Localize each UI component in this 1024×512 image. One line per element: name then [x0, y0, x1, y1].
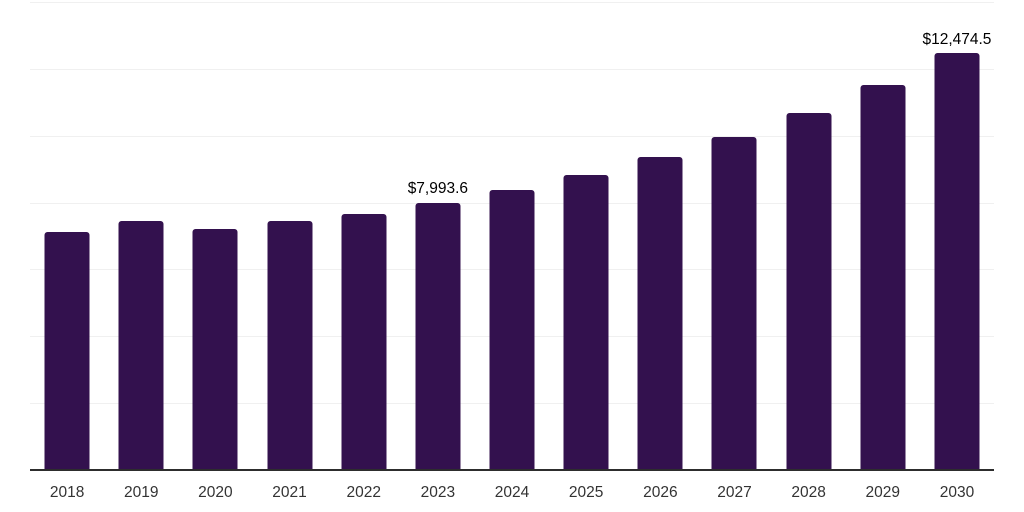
bar-2020[interactable]: [192, 228, 238, 470]
bar-column-2027: [697, 2, 771, 470]
x-tick-2022: 2022: [346, 484, 381, 501]
bar-2023[interactable]: [415, 202, 461, 470]
gridline-12000: [30, 68, 994, 70]
x-tick-2026: 2026: [643, 484, 678, 501]
bar-column-2020: [178, 2, 252, 470]
bar-column-2024: [475, 2, 549, 470]
bar-column-2021: [252, 2, 326, 470]
gridline-14000: [30, 2, 994, 3]
x-tick-2019: 2019: [123, 484, 159, 501]
bar-column-2025: [549, 2, 623, 470]
x-tick-2028: 2028: [791, 484, 826, 501]
bar-column-2028: [772, 2, 846, 470]
x-axis-labels: 2018 2019 2020 2021 2022 2023 2024 2025 2026 2027…: [30, 483, 994, 502]
bar-2024[interactable]: [489, 189, 535, 470]
bar-2028[interactable]: [786, 112, 832, 470]
value-label-2023: $7,993.6: [407, 180, 469, 198]
bar-2021[interactable]: [267, 220, 313, 470]
bar-column-2026: [623, 2, 697, 470]
bar-column-2029: [846, 2, 920, 470]
bar-column-2018: [30, 2, 104, 470]
bar-column-2030: $12,474.5: [920, 2, 994, 470]
bar-column-2023: $7,993.6: [401, 2, 475, 470]
x-tick-2018: 2018: [49, 484, 85, 501]
bar-2019[interactable]: [118, 221, 164, 470]
x-tick-2025: 2025: [568, 484, 604, 501]
bar-2027[interactable]: [711, 137, 757, 470]
bar-2026[interactable]: [637, 157, 683, 470]
bar-2025[interactable]: [563, 174, 609, 470]
x-tick-2027: 2027: [717, 484, 752, 501]
x-tick-2030: 2030: [939, 484, 975, 501]
bar-2030[interactable]: [934, 53, 980, 470]
bar-2018[interactable]: [44, 232, 90, 470]
bar-2022[interactable]: [341, 213, 387, 470]
bar-column-2022: [327, 2, 401, 470]
x-tick-2021: 2021: [272, 484, 307, 501]
x-tick-2023: 2023: [420, 484, 456, 501]
bar-column-2019: [104, 2, 178, 470]
x-tick-2024: 2024: [494, 484, 530, 501]
value-label-2030: $12,474.5: [922, 30, 992, 48]
gridline-10000: [30, 135, 994, 137]
x-tick-2029: 2029: [865, 484, 901, 501]
plot-area: $7,993.6 $12,474.5: [30, 2, 994, 471]
x-axis-line: [30, 469, 994, 471]
x-tick-2020: 2020: [198, 484, 233, 501]
bar-2029[interactable]: [860, 84, 906, 470]
bars: $7,993.6 $12,474.5: [30, 2, 994, 470]
